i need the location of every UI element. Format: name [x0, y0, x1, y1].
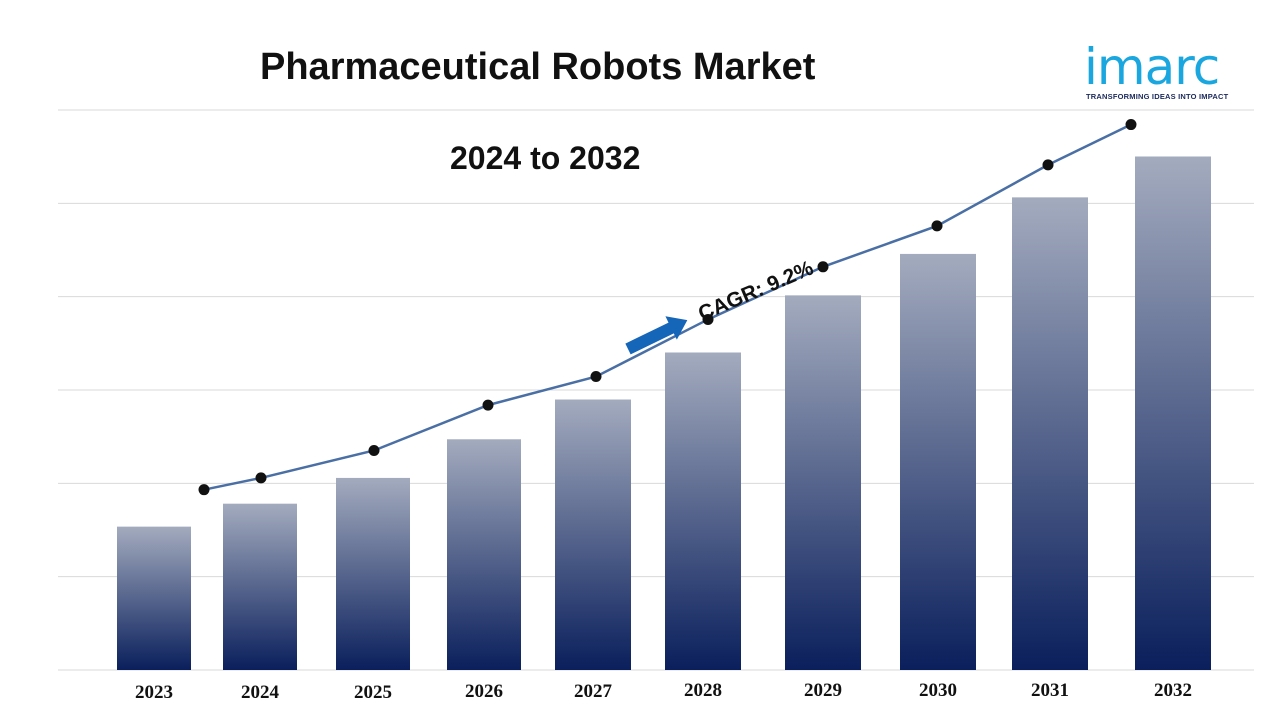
x-tick-label: 2029	[804, 680, 842, 701]
x-tick-label: 2027	[574, 681, 613, 702]
x-axis-ticks: 2023 2024 2025 2026 2027 2028 2029 2030 2031 2032	[135, 680, 1192, 703]
trend-point-2032	[1125, 119, 1137, 131]
bar-2023	[117, 526, 191, 670]
x-tick-label: 2026	[465, 681, 503, 702]
trend-point-2024	[255, 472, 267, 484]
trend-point-2026	[482, 399, 494, 411]
bar-2028	[665, 352, 741, 670]
trend-line	[198, 119, 1137, 496]
bar-2025	[336, 477, 410, 670]
bar-2026	[447, 439, 521, 670]
trend-point-2023	[198, 484, 210, 496]
x-tick-label: 2024	[241, 682, 280, 703]
chart-title: Pharmaceutical Robots Market	[260, 46, 816, 88]
logo-tagline: TRANSFORMING IDEAS INTO IMPACT	[1086, 92, 1229, 101]
bar-2029	[785, 295, 861, 670]
x-tick-label: 2023	[135, 682, 173, 703]
logo-wordmark: imarc	[1084, 38, 1220, 96]
x-tick-label: 2025	[354, 682, 392, 703]
trend-point-2025	[368, 444, 380, 456]
imarc-logo: imarc TRANSFORMING IDEAS INTO IMPACT	[1084, 34, 1254, 104]
x-tick-label: 2031	[1031, 680, 1069, 701]
trend-point-2028	[702, 313, 714, 325]
bar-2032	[1135, 156, 1211, 671]
trend-point-2027	[590, 371, 602, 383]
x-tick-label: 2032	[1154, 680, 1192, 701]
bar-2027	[555, 399, 631, 670]
x-tick-label: 2030	[919, 680, 957, 701]
bar-2030	[900, 253, 976, 671]
trend-polyline	[203, 123, 1132, 491]
bar-2024	[223, 503, 297, 670]
x-tick-label: 2028	[684, 680, 722, 701]
bar-2031	[1012, 197, 1088, 671]
trend-point-2029	[817, 261, 829, 273]
cagr-arrow-icon	[625, 316, 688, 355]
trend-point-2031	[1042, 159, 1054, 171]
trend-point-2030	[931, 220, 943, 232]
bars	[117, 156, 1211, 671]
chart-subtitle: 2024 to 2032	[450, 140, 641, 176]
